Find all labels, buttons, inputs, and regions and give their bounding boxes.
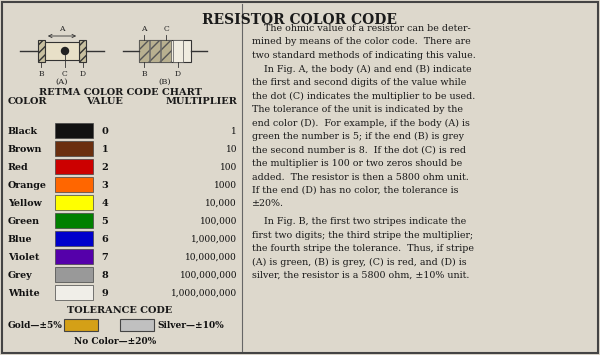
Text: the first and second digits of the value while: the first and second digits of the value… xyxy=(252,78,466,87)
Bar xyxy=(55,123,93,138)
Text: Grey: Grey xyxy=(8,271,32,279)
Text: (B): (B) xyxy=(158,78,172,86)
Text: Silver—±10%: Silver—±10% xyxy=(157,321,224,329)
Bar xyxy=(55,249,93,264)
Text: Brown: Brown xyxy=(8,144,43,153)
Text: the second number is 8.  If the dot (C) is red: the second number is 8. If the dot (C) i… xyxy=(252,146,466,154)
Text: Red: Red xyxy=(8,163,29,171)
Text: TOLERANCE CODE: TOLERANCE CODE xyxy=(67,306,173,315)
Text: In Fig. B, the first two stripes indicate the: In Fig. B, the first two stripes indicat… xyxy=(252,217,466,226)
Text: Blue: Blue xyxy=(8,235,32,244)
Bar xyxy=(139,40,149,62)
Text: A: A xyxy=(59,25,65,33)
Text: 100: 100 xyxy=(220,163,237,171)
Text: 1: 1 xyxy=(101,144,109,153)
Text: 100,000: 100,000 xyxy=(200,217,237,225)
Text: If the end (D) has no color, the tolerance is: If the end (D) has no color, the toleran… xyxy=(252,186,458,195)
Text: Violet: Violet xyxy=(8,252,40,262)
Text: 1,000,000: 1,000,000 xyxy=(191,235,237,244)
Text: 10,000: 10,000 xyxy=(205,198,237,208)
Text: The tolerance of the unit is indicated by the: The tolerance of the unit is indicated b… xyxy=(252,105,463,114)
Text: 1,000,000,000: 1,000,000,000 xyxy=(171,289,237,297)
Text: 0: 0 xyxy=(101,126,109,136)
Text: 9: 9 xyxy=(101,289,109,297)
Text: No Color—±20%: No Color—±20% xyxy=(74,337,156,346)
Bar xyxy=(120,319,154,331)
Bar xyxy=(161,40,171,62)
Text: RETMA COLOR CODE CHART: RETMA COLOR CODE CHART xyxy=(38,88,202,97)
Bar xyxy=(55,177,93,192)
Bar xyxy=(45,42,79,60)
Text: 100,000,000: 100,000,000 xyxy=(179,271,237,279)
Text: (A) is green, (B) is grey, (C) is red, and (D) is: (A) is green, (B) is grey, (C) is red, a… xyxy=(252,257,467,267)
Bar xyxy=(55,195,93,210)
Text: the dot (C) indicates the multiplier to be used.: the dot (C) indicates the multiplier to … xyxy=(252,92,475,100)
Bar xyxy=(55,285,93,300)
Text: green the number is 5; if the end (B) is grey: green the number is 5; if the end (B) is… xyxy=(252,132,464,141)
Text: B: B xyxy=(141,70,147,78)
Text: In Fig. A, the body (A) and end (B) indicate: In Fig. A, the body (A) and end (B) indi… xyxy=(252,65,472,73)
Text: two standard methods of indicating this value.: two standard methods of indicating this … xyxy=(252,51,476,60)
Text: mined by means of the color code.  There are: mined by means of the color code. There … xyxy=(252,38,471,47)
Bar xyxy=(38,40,45,62)
Text: D: D xyxy=(80,70,86,78)
Text: Orange: Orange xyxy=(8,180,47,190)
Text: 10,000,000: 10,000,000 xyxy=(185,252,237,262)
Text: 5: 5 xyxy=(101,217,109,225)
Text: RESISTOR COLOR CODE: RESISTOR COLOR CODE xyxy=(203,13,398,27)
Text: Black: Black xyxy=(8,126,38,136)
Text: C: C xyxy=(62,70,68,78)
Text: B: B xyxy=(38,70,44,78)
Text: 6: 6 xyxy=(101,235,109,244)
Circle shape xyxy=(62,48,68,55)
Text: silver, the resistor is a 5800 ohm, ±10% unit.: silver, the resistor is a 5800 ohm, ±10%… xyxy=(252,271,469,280)
Text: MULTIPLIER: MULTIPLIER xyxy=(165,97,237,106)
Text: White: White xyxy=(8,289,40,297)
Text: 8: 8 xyxy=(101,271,109,279)
Bar xyxy=(55,159,93,174)
Text: The ohmic value of a resistor can be deter-: The ohmic value of a resistor can be det… xyxy=(252,24,471,33)
Bar xyxy=(173,40,183,62)
Bar xyxy=(150,40,160,62)
Text: COLOR: COLOR xyxy=(8,97,47,106)
Text: D: D xyxy=(175,70,181,78)
Text: 2: 2 xyxy=(101,163,109,171)
Bar xyxy=(55,231,93,246)
Text: added.  The resistor is then a 5800 ohm unit.: added. The resistor is then a 5800 ohm u… xyxy=(252,173,469,181)
Text: 3: 3 xyxy=(101,180,109,190)
Text: the fourth stripe the tolerance.  Thus, if stripe: the fourth stripe the tolerance. Thus, i… xyxy=(252,244,474,253)
Text: Green: Green xyxy=(8,217,40,225)
Text: 7: 7 xyxy=(101,252,109,262)
Text: VALUE: VALUE xyxy=(86,97,124,106)
Text: Gold—±5%: Gold—±5% xyxy=(8,321,63,329)
Bar xyxy=(139,40,191,62)
Bar xyxy=(64,319,98,331)
Text: 4: 4 xyxy=(101,198,109,208)
Text: (A): (A) xyxy=(56,78,68,86)
Text: first two digits; the third stripe the multiplier;: first two digits; the third stripe the m… xyxy=(252,230,473,240)
Text: end color (D).  For example, if the body (A) is: end color (D). For example, if the body … xyxy=(252,119,470,128)
Text: the multiplier is 100 or two zeros should be: the multiplier is 100 or two zeros shoul… xyxy=(252,159,462,168)
Text: C: C xyxy=(163,25,169,33)
Text: A: A xyxy=(141,25,147,33)
Text: Yellow: Yellow xyxy=(8,198,42,208)
Bar xyxy=(55,141,93,156)
Bar xyxy=(79,40,86,62)
Bar xyxy=(55,267,93,282)
Text: ±20%.: ±20%. xyxy=(252,200,284,208)
Bar xyxy=(55,213,93,228)
Text: 1000: 1000 xyxy=(214,180,237,190)
Text: 1: 1 xyxy=(231,126,237,136)
Text: 10: 10 xyxy=(226,144,237,153)
